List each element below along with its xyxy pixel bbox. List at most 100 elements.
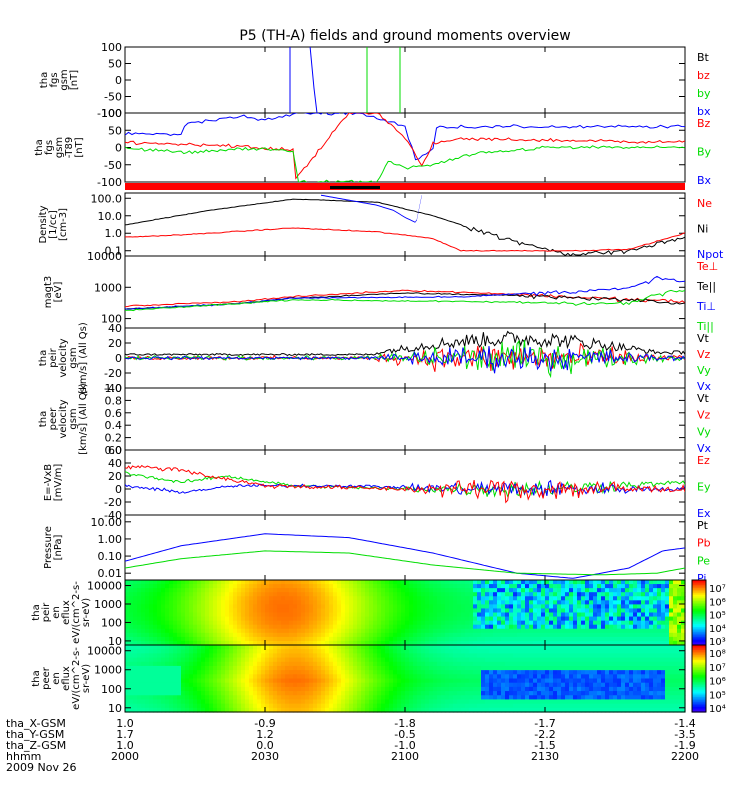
heatmap-cell [329,653,334,659]
ylabel-line: tha [38,350,49,366]
heatmap-cell [421,604,426,610]
heatmap-cell [569,584,574,589]
heatmap-cell [409,592,414,597]
heatmap-cell [605,686,610,692]
heatmap-cell [405,640,410,646]
heatmap-cell [613,580,618,585]
heatmap-cell [553,665,558,671]
heatmap-cell [241,678,246,684]
heatmap-cell [137,707,142,713]
heatmap-cell [493,604,498,610]
heatmap-cell [393,686,398,692]
heatmap-cell [649,608,654,614]
heatmap-cell [429,703,434,709]
heatmap-cell [205,588,210,593]
heatmap-cell [669,691,674,696]
heatmap-cell [385,616,390,622]
heatmap-cell [661,653,666,659]
heatmap-cell [133,616,138,622]
heatmap-cell [665,628,670,634]
heatmap-cell [365,661,370,667]
heatmap-cell [505,703,510,709]
heatmap-cell [629,640,634,646]
heatmap-cell [293,580,298,585]
heatmap-cell [221,707,226,713]
y-tick-label: 0.8 [105,394,123,407]
heatmap-cell [565,604,570,610]
heatmap-cell [557,691,562,696]
heatmap-cell [529,707,534,713]
heatmap-cell [209,670,214,675]
ylabel-line: gsm [68,347,79,368]
heatmap-cell [333,703,338,709]
heatmap-cell [265,653,270,659]
heatmap-cell [157,645,162,650]
heatmap-cell [385,584,390,589]
heatmap-cell [429,608,434,614]
panel-density-ylabel: Density [1/cc] [cm-3] [38,205,69,243]
heatmap-cell [597,645,602,650]
heatmap-cell [157,608,162,614]
heatmap-cell [149,653,154,659]
heatmap-cell [257,596,262,601]
heatmap-cell [137,695,142,701]
heatmap-cell [569,678,574,684]
heatmap-cell [253,674,258,680]
heatmap-cell [341,649,346,654]
heatmap-cell [525,604,530,610]
heatmap-cell [645,592,650,597]
heatmap-cell [553,645,558,650]
heatmap-cell [249,670,254,675]
heatmap-cell [541,674,546,680]
heatmap-cell [269,620,274,626]
heatmap-cell [373,686,378,692]
heatmap-cell [549,707,554,713]
heatmap-cell [305,699,310,705]
heatmap-cell [281,584,286,589]
colorbar-frame [691,644,707,713]
heatmap-cell [657,674,662,680]
heatmap-cell [653,645,658,650]
heatmap-cell [173,604,178,610]
heatmap-cell [541,695,546,701]
heatmap-cell [205,624,210,630]
heatmap-cell [189,616,194,622]
heatmap-cell [629,661,634,667]
heatmap-cell [277,682,282,688]
heatmap-cell [545,636,550,642]
heatmap-cell [665,596,670,601]
heatmap-cell [569,624,574,630]
heatmap-cell [457,584,462,589]
heatmap-cell [509,695,514,701]
heatmap-cell [517,703,522,709]
heatmap-cell [173,674,178,680]
heatmap-cell [577,645,582,650]
heatmap-cell [133,584,138,589]
heatmap-cell [625,608,630,614]
heatmap-cell [265,596,270,601]
heatmap-cell [241,661,246,667]
heatmap-cell [417,674,422,680]
pe-trace [125,550,685,576]
heatmap-cell [421,649,426,654]
heatmap-cell [409,620,414,626]
heatmap-cell [569,636,574,642]
heatmap-cell [261,612,266,618]
heatmap-cell [517,657,522,663]
heatmap-cell [141,691,146,696]
heatmap-cell [281,661,286,667]
heatmap-cell [577,665,582,671]
heatmap-cell [521,620,526,626]
heatmap-cell [601,632,606,638]
heatmap-cell [241,632,246,638]
colorbar-segment [692,676,706,680]
heatmap-cell [465,699,470,705]
heatmap-cell [553,703,558,709]
heatmap-cell [333,624,338,630]
heatmap-cell [289,678,294,684]
heatmap-cell [185,592,190,597]
heatmap-cell [197,691,202,696]
heatmap-cell [677,682,682,688]
heatmap-cell [413,678,418,684]
heatmap-cell [665,612,670,618]
